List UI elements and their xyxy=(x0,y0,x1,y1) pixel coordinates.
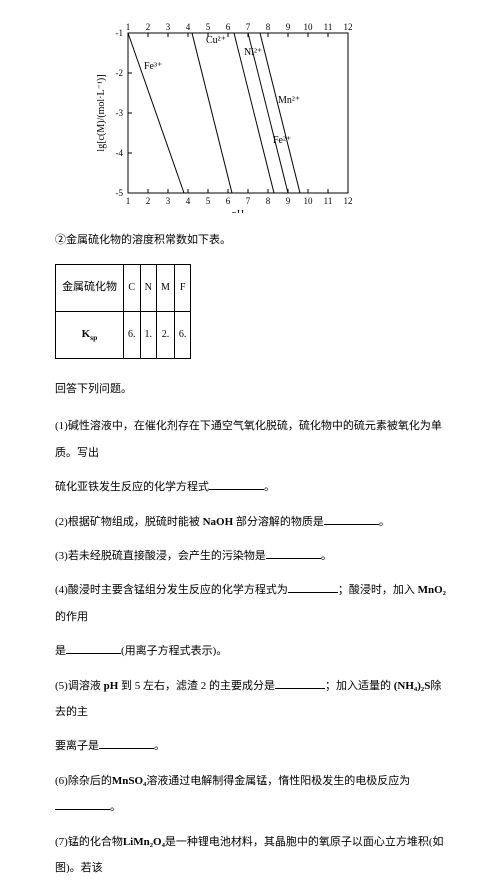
q4-text-e: 是 xyxy=(55,645,66,657)
svg-text:Fe³⁺: Fe³⁺ xyxy=(144,61,162,72)
svg-text:12: 12 xyxy=(344,196,353,206)
q6-blank xyxy=(55,799,110,810)
q5-text-c: 到 5 左右，滤渣 2 的主要成分是 xyxy=(118,680,275,692)
svg-text:8: 8 xyxy=(266,22,271,32)
q2-blank xyxy=(324,514,379,525)
svg-text:2: 2 xyxy=(146,22,151,32)
q6-text-c: 溶液通过电解制得金属锰，惰性阳极发生的电极反应为 xyxy=(146,775,410,787)
q4-text-a: (4)酸浸时主要含锰组分发生反应的化学方程式为 xyxy=(55,584,288,596)
svg-text:7: 7 xyxy=(246,22,251,32)
table-header-label: 金属硫化物 xyxy=(56,265,124,312)
table-val-0: 6. xyxy=(124,311,141,359)
q5-blank2 xyxy=(99,738,154,749)
q2-text-c: 部分溶解的物质是 xyxy=(233,516,324,528)
svg-text:11: 11 xyxy=(324,196,333,206)
svg-text:Fe²⁺: Fe²⁺ xyxy=(273,135,291,146)
q6-text-d: 。 xyxy=(110,801,121,813)
q2-text-d: 。 xyxy=(379,516,390,528)
q5: (5)调溶液 pH 到 5 左右，滤渣 2 的主要成分是 ；加入适量的 (NH₄)… xyxy=(55,673,450,726)
svg-text:4: 4 xyxy=(186,196,191,206)
svg-text:9: 9 xyxy=(286,22,291,32)
q5-line2: 要离子是 。 xyxy=(55,733,450,759)
q6: (6)除杂后的MnSO₄溶液通过电解制得金属锰，惰性阳极发生的电极反应为。 xyxy=(55,768,450,821)
q3-text-a: (3)若未经脱硫直接酸浸，会产生的污染物是 xyxy=(55,550,266,562)
q1-text-a: (1)碱性溶液中，在催化剂存在下通空气氧化脱硫，硫化物中的硫元素被氧化为单质。写… xyxy=(55,420,442,458)
svg-text:4: 4 xyxy=(186,22,191,32)
table-val-3: 6. xyxy=(174,311,191,359)
svg-text:5: 5 xyxy=(206,22,211,32)
svg-text:5: 5 xyxy=(206,196,211,206)
intro-text-2: ②金属硫化物的溶度积常数如下表。 xyxy=(55,228,450,252)
table-val-2: 2. xyxy=(157,311,175,359)
svg-text:lg[c(M)/(mol·L⁻¹)]: lg[c(M)/(mol·L⁻¹)] xyxy=(96,74,107,151)
table-col-2: M xyxy=(157,265,175,312)
table-col-0: C xyxy=(124,265,141,312)
solubility-chart: 112233445566778899101011111212-5-4-3-2-1… xyxy=(90,18,360,213)
q6-mnso4: MnSO₄ xyxy=(112,775,146,787)
svg-text:10: 10 xyxy=(304,196,314,206)
svg-text:3: 3 xyxy=(166,22,171,32)
q1-text-c: 。 xyxy=(264,481,275,493)
table-row-label: Ksp xyxy=(56,311,124,359)
q5-text-d: ；加入适量的 xyxy=(325,680,394,692)
table-col-1: N xyxy=(140,265,157,312)
q5-ph: pH xyxy=(104,680,119,692)
q4-text-f: (用离子方程式表示)。 xyxy=(121,645,227,657)
svg-text:10: 10 xyxy=(304,22,314,32)
svg-text:-3: -3 xyxy=(116,108,124,118)
svg-text:Cu²⁺: Cu²⁺ xyxy=(206,35,226,46)
ksp-table: 金属硫化物 C N M F Ksp 6. 1. 2. 6. xyxy=(55,264,450,359)
svg-text:6: 6 xyxy=(226,196,231,206)
svg-text:-2: -2 xyxy=(116,68,124,78)
q5-text-g: 要离子是 xyxy=(55,740,99,752)
svg-text:11: 11 xyxy=(324,22,333,32)
svg-text:6: 6 xyxy=(226,22,231,32)
answer-heading: 回答下列问题。 xyxy=(55,377,450,401)
q2-text-a: (2)根据矿物组成，脱硫时能被 xyxy=(55,516,203,528)
svg-text:Mn²⁺: Mn²⁺ xyxy=(278,95,300,106)
svg-text:pH: pH xyxy=(232,209,244,213)
q3: (3)若未经脱硫直接酸浸，会产生的污染物是 。 xyxy=(55,543,450,569)
svg-text:1: 1 xyxy=(126,196,131,206)
q1-line2: 硫化亚铁发生反应的化学方程式 。 xyxy=(55,474,450,500)
svg-text:7: 7 xyxy=(246,196,251,206)
q5-nh4s: (NH₄)₂S xyxy=(394,680,431,692)
svg-text:-5: -5 xyxy=(116,188,124,198)
q4: (4)酸浸时主要含锰组分发生反应的化学方程式为 ；酸浸时，加入 MnO₂ 的作用 xyxy=(55,577,450,630)
q1-text-b: 硫化亚铁发生反应的化学方程式 xyxy=(55,481,209,493)
q7: (7)锰的化合物LiMn₂O₄是一种锂电池材料，其晶胞中的氧原子以面心立方堆积(… xyxy=(55,829,450,881)
svg-text:3: 3 xyxy=(166,196,171,206)
q4-blank1 xyxy=(288,582,338,593)
q3-text-b: 。 xyxy=(321,550,332,562)
q5-text-h: 。 xyxy=(154,740,165,752)
svg-text:12: 12 xyxy=(344,22,353,32)
q1: (1)碱性溶液中，在催化剂存在下通空气氧化脱硫，硫化物中的硫元素被氧化为单质。写… xyxy=(55,413,450,466)
svg-text:-4: -4 xyxy=(116,148,124,158)
svg-text:1: 1 xyxy=(126,22,131,32)
svg-text:9: 9 xyxy=(286,196,291,206)
q5-blank1 xyxy=(275,678,325,689)
q1-blank xyxy=(209,479,264,490)
svg-text:2: 2 xyxy=(146,196,151,206)
q5-text-a: (5)调溶液 xyxy=(55,680,104,692)
table-val-1: 1. xyxy=(140,311,157,359)
q4-text-d: 的作用 xyxy=(55,611,88,623)
svg-text:8: 8 xyxy=(266,196,271,206)
svg-text:-1: -1 xyxy=(116,28,124,38)
q4-line2: 是 (用离子方程式表示)。 xyxy=(55,638,450,664)
table-col-3: F xyxy=(174,265,191,312)
q4-mno2: MnO₂ xyxy=(418,584,446,596)
q4-blank2 xyxy=(66,643,121,654)
q2-naoh: NaOH xyxy=(203,516,234,528)
questions-block: (1)碱性溶液中，在催化剂存在下通空气氧化脱硫，硫化物中的硫元素被氧化为单质。写… xyxy=(55,413,450,881)
q3-blank xyxy=(266,548,321,559)
q7-limn2o4: LiMn₂O₄ xyxy=(123,836,165,848)
q2: (2)根据矿物组成，脱硫时能被 NaOH 部分溶解的物质是 。 xyxy=(55,509,450,535)
q6-text-a: (6)除杂后的 xyxy=(55,775,112,787)
chart-svg: 112233445566778899101011111212-5-4-3-2-1… xyxy=(90,18,360,213)
q4-text-b: ；酸浸时，加入 xyxy=(338,584,418,596)
q7-text-a: (7)锰的化合物 xyxy=(55,836,123,848)
